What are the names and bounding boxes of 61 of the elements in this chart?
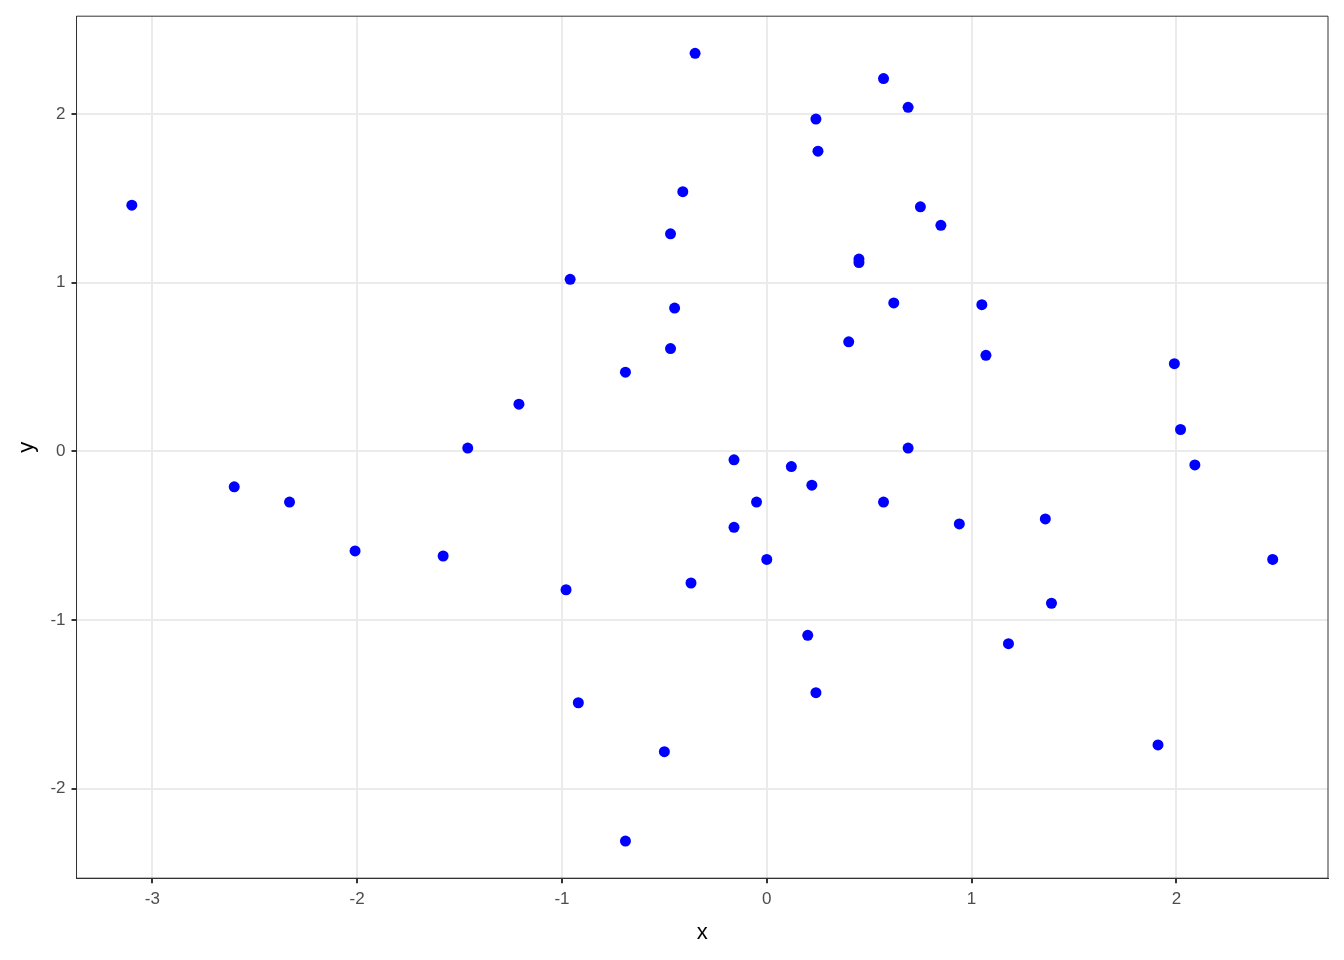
point — [126, 199, 138, 211]
point — [669, 302, 681, 314]
x-tick-label: -2 — [349, 889, 365, 909]
point — [751, 496, 763, 508]
y-tick-label: 1 — [56, 272, 66, 292]
point — [935, 219, 947, 231]
x-tick-label: 0 — [762, 889, 772, 909]
x-axis-title: x — [696, 918, 708, 944]
point — [462, 442, 474, 454]
point — [806, 479, 818, 491]
point — [761, 553, 773, 565]
point — [689, 47, 701, 59]
point — [953, 518, 965, 530]
y-tick-label: 2 — [56, 103, 66, 123]
point — [980, 349, 992, 361]
point — [1189, 459, 1201, 471]
point — [785, 461, 797, 473]
point — [888, 297, 900, 309]
point — [1002, 638, 1014, 650]
point — [1039, 513, 1051, 525]
point — [1168, 358, 1180, 370]
point — [284, 496, 296, 508]
point — [728, 454, 740, 466]
point — [1175, 423, 1187, 435]
point — [560, 584, 572, 596]
point — [665, 343, 677, 355]
point — [564, 273, 576, 285]
point — [513, 398, 525, 410]
point — [976, 299, 988, 311]
x-tick-label: -1 — [554, 889, 570, 909]
point — [914, 201, 926, 213]
point — [665, 228, 677, 240]
point — [902, 442, 914, 454]
point — [810, 687, 822, 699]
point — [685, 577, 697, 589]
point — [677, 186, 689, 198]
point — [802, 629, 814, 641]
point — [812, 145, 824, 157]
y-axis-title: y — [13, 441, 39, 453]
point — [619, 835, 631, 847]
y-tick-label: -1 — [50, 609, 66, 629]
point — [349, 545, 361, 557]
point — [902, 101, 914, 113]
point — [437, 550, 449, 562]
y-tick-label: 0 — [56, 441, 66, 461]
y-tick-label: -2 — [50, 778, 66, 798]
x-tick-label: 2 — [1171, 889, 1182, 909]
x-tick-label: 1 — [966, 889, 977, 909]
point — [878, 73, 890, 85]
point — [878, 496, 890, 508]
point — [572, 697, 584, 709]
point — [1045, 597, 1057, 609]
point — [228, 481, 240, 493]
point — [728, 521, 740, 533]
point — [1152, 739, 1164, 751]
point — [619, 366, 631, 378]
x-tick-label: -3 — [144, 889, 160, 909]
point — [1267, 553, 1279, 565]
point — [843, 336, 855, 348]
point — [810, 113, 822, 125]
point — [658, 746, 670, 758]
